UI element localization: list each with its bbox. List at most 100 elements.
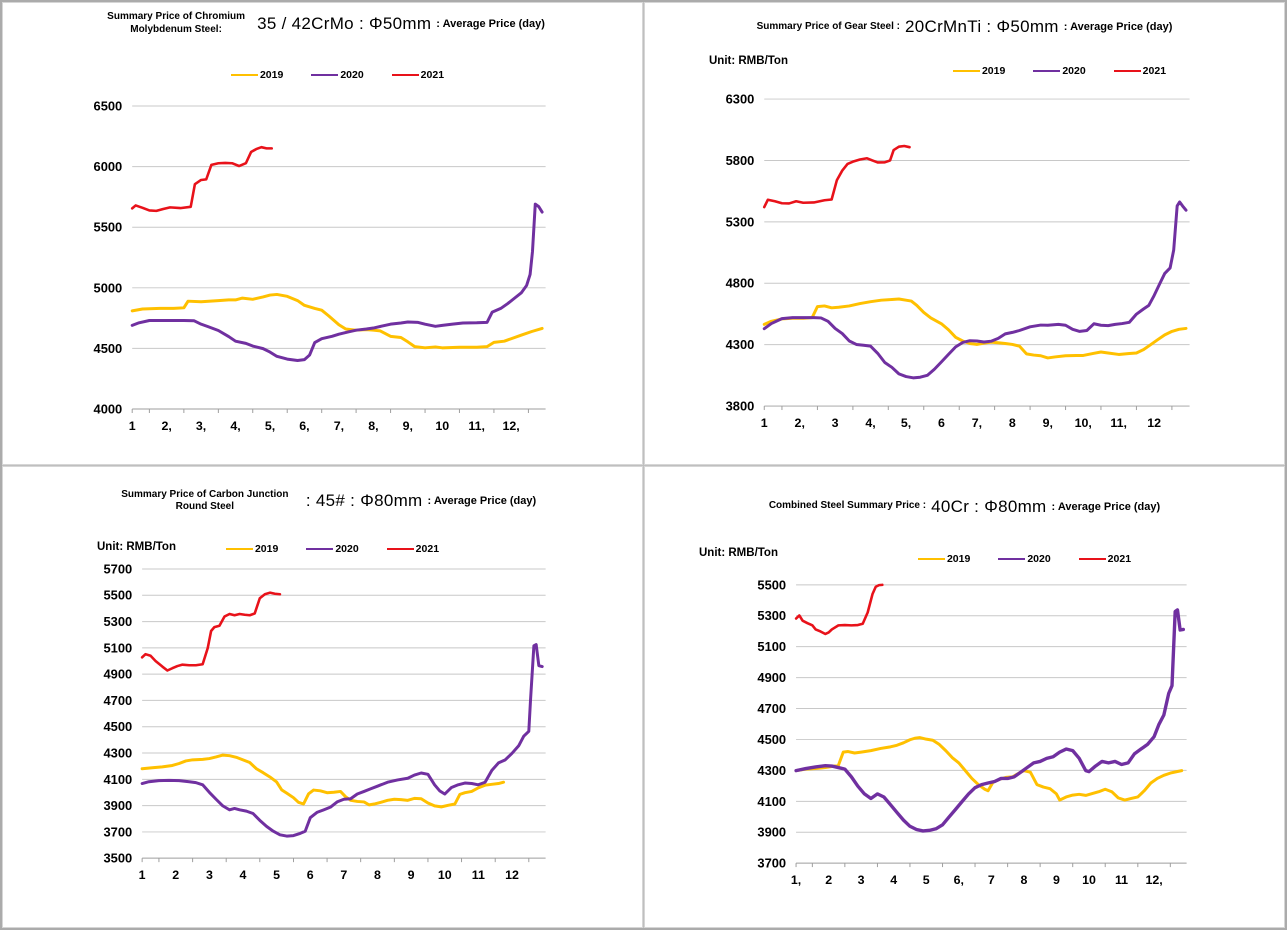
svg-text:8,: 8, [368,419,378,433]
svg-text:9,: 9, [1043,416,1053,430]
svg-text:1: 1 [761,416,768,430]
svg-text:3700: 3700 [757,855,786,870]
series-line-2021 [794,583,884,635]
svg-text:7: 7 [988,872,995,886]
svg-text:6,: 6, [299,419,309,433]
svg-text:3: 3 [206,867,213,881]
legend-swatch [306,547,334,550]
svg-text:8: 8 [1020,872,1027,886]
legend-label: 2020 [340,69,364,81]
legend-item-2020: 2020 [311,69,364,81]
svg-text:4300: 4300 [726,337,755,352]
series-line-2020 [762,200,1188,380]
svg-text:5: 5 [273,867,280,881]
svg-text:3: 3 [858,872,865,886]
svg-text:5300: 5300 [726,214,755,229]
legend-item-2019: 2019 [225,543,278,555]
series-line-2020 [130,202,544,362]
svg-text:10: 10 [1082,872,1096,886]
chart-panel-chromium-molybdenum-steel: Summary Price of Chromium Molybdenum Ste… [2,2,643,465]
svg-text:4500: 4500 [757,731,786,746]
svg-text:4100: 4100 [757,793,786,808]
legend-item-2019: 2019 [952,65,1006,77]
chart-legend: 2019 2020 2021 [865,553,1184,565]
svg-text:7,: 7, [334,419,344,433]
legend-label: 2019 [259,69,284,81]
legend-item-2020: 2020 [306,543,359,555]
svg-text:5: 5 [923,872,930,886]
svg-text:3900: 3900 [757,824,786,839]
svg-text:4300: 4300 [103,745,132,760]
svg-text:2,: 2, [795,416,805,430]
svg-text:5100: 5100 [757,639,786,654]
svg-text:4,: 4, [230,419,240,433]
svg-text:3,: 3, [196,419,206,433]
svg-text:5500: 5500 [94,220,123,235]
svg-text:4: 4 [240,867,247,881]
legend-label: 2019 [946,552,971,565]
svg-text:9: 9 [1053,872,1060,886]
svg-text:8: 8 [1009,416,1016,430]
series-line-2019 [794,735,1184,802]
chart-panel-carbon-junction-round-steel: Summary Price of Carbon Junction Round S… [2,465,643,928]
series-line-2021 [130,145,274,213]
legend-label: 2021 [420,69,445,81]
chart-legend: 2019 2020 2021 [895,65,1224,77]
line-chart-plot: 3800 4300 4800 5300 5800 6300 1 2, 3 4, 5, 6 7, 8 9, 10… [726,92,1190,430]
legend-item-2021: 2021 [386,542,440,555]
legend-label: 2021 [1107,552,1132,565]
series-line-2019 [130,292,544,350]
legend-swatch [1113,70,1141,72]
svg-text:4900: 4900 [103,666,132,681]
svg-text:1: 1 [129,419,136,433]
svg-text:5700: 5700 [103,561,132,576]
svg-text:5,: 5, [265,419,275,433]
series-line-2020 [794,607,1186,833]
svg-text:2: 2 [825,872,832,886]
svg-text:10: 10 [435,419,449,433]
svg-text:5100: 5100 [103,640,132,655]
svg-text:12,: 12, [502,419,519,433]
legend-swatch [225,547,253,550]
svg-text:1,: 1, [791,872,801,886]
svg-text:5500: 5500 [757,577,786,592]
svg-text:3900: 3900 [103,798,132,813]
svg-text:4: 4 [890,872,897,886]
svg-text:4100: 4100 [103,771,132,786]
svg-text:5800: 5800 [726,153,755,168]
svg-text:5500: 5500 [103,587,132,602]
legend-swatch [230,74,258,76]
svg-text:10,: 10, [1075,416,1092,430]
svg-text:11,: 11, [1110,416,1127,430]
svg-text:3800: 3800 [726,399,755,414]
svg-text:12,: 12, [1145,872,1162,886]
svg-text:5,: 5, [901,416,911,430]
series-line-2019 [140,753,506,808]
svg-text:6000: 6000 [94,159,123,174]
series-line-2019 [762,297,1188,360]
svg-text:7,: 7, [972,416,982,430]
svg-text:12: 12 [1147,416,1161,430]
svg-text:6: 6 [307,867,314,881]
legend-swatch [386,547,414,550]
legend-label: 2019 [981,65,1006,77]
svg-text:11: 11 [472,867,485,881]
svg-text:6: 6 [938,416,945,430]
svg-text:3500: 3500 [103,850,132,865]
svg-text:3700: 3700 [103,824,132,839]
legend-item-2021: 2021 [1078,552,1132,565]
unit-label: Unit: RMB/Ton [709,55,788,67]
legend-label: 2020 [1062,65,1086,77]
chart-panel-gear-steel: Summary Price of Gear Steel : 20CrMnTi :… [644,2,1285,465]
svg-text:10: 10 [438,867,452,881]
svg-text:4900: 4900 [757,670,786,685]
legend-item-2021: 2021 [1113,65,1166,77]
legend-label: 2021 [415,542,440,555]
svg-text:4500: 4500 [103,719,132,734]
svg-text:4700: 4700 [757,701,786,716]
svg-text:6500: 6500 [94,98,123,113]
legend-swatch [998,557,1026,560]
svg-text:4800: 4800 [726,276,755,291]
svg-text:9,: 9, [403,419,413,433]
